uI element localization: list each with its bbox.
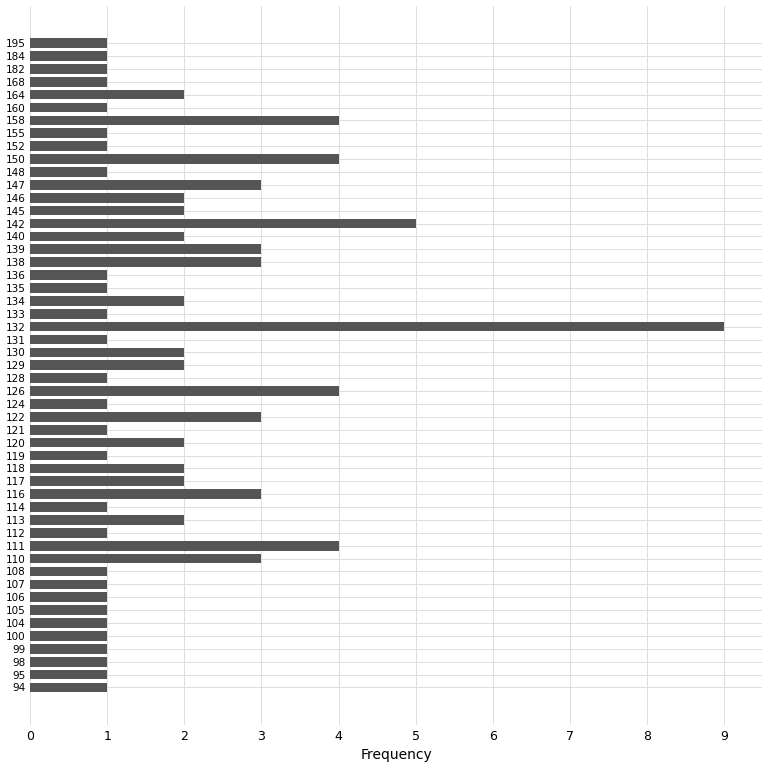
- Bar: [30, 283, 108, 293]
- Bar: [30, 489, 261, 499]
- Bar: [30, 128, 108, 138]
- Bar: [30, 476, 184, 486]
- Bar: [30, 38, 108, 48]
- X-axis label: Frequency: Frequency: [360, 749, 432, 763]
- Bar: [30, 644, 108, 654]
- Bar: [30, 154, 339, 164]
- Bar: [30, 193, 184, 203]
- Bar: [30, 103, 108, 112]
- Bar: [30, 64, 108, 74]
- Bar: [30, 631, 108, 641]
- Bar: [30, 670, 108, 680]
- Bar: [30, 438, 184, 448]
- Bar: [30, 90, 184, 100]
- Bar: [30, 335, 108, 344]
- Bar: [30, 219, 415, 228]
- Bar: [30, 657, 108, 667]
- Bar: [30, 309, 108, 319]
- Bar: [30, 141, 108, 151]
- Bar: [30, 296, 184, 306]
- Bar: [30, 257, 261, 267]
- Bar: [30, 116, 339, 125]
- Bar: [30, 180, 261, 190]
- Bar: [30, 580, 108, 589]
- Bar: [30, 592, 108, 602]
- Bar: [30, 464, 184, 473]
- Bar: [30, 322, 724, 332]
- Bar: [30, 451, 108, 460]
- Bar: [30, 51, 108, 61]
- Bar: [30, 605, 108, 615]
- Bar: [30, 554, 261, 564]
- Bar: [30, 502, 108, 512]
- Bar: [30, 232, 184, 241]
- Bar: [30, 425, 108, 435]
- Bar: [30, 386, 339, 396]
- Bar: [30, 683, 108, 692]
- Bar: [30, 348, 184, 357]
- Bar: [30, 373, 108, 383]
- Bar: [30, 167, 108, 177]
- Bar: [30, 412, 261, 422]
- Bar: [30, 618, 108, 628]
- Bar: [30, 399, 108, 409]
- Bar: [30, 528, 108, 538]
- Bar: [30, 567, 108, 576]
- Bar: [30, 244, 261, 254]
- Bar: [30, 360, 184, 370]
- Bar: [30, 270, 108, 280]
- Bar: [30, 206, 184, 216]
- Bar: [30, 541, 339, 551]
- Bar: [30, 77, 108, 87]
- Bar: [30, 515, 184, 525]
